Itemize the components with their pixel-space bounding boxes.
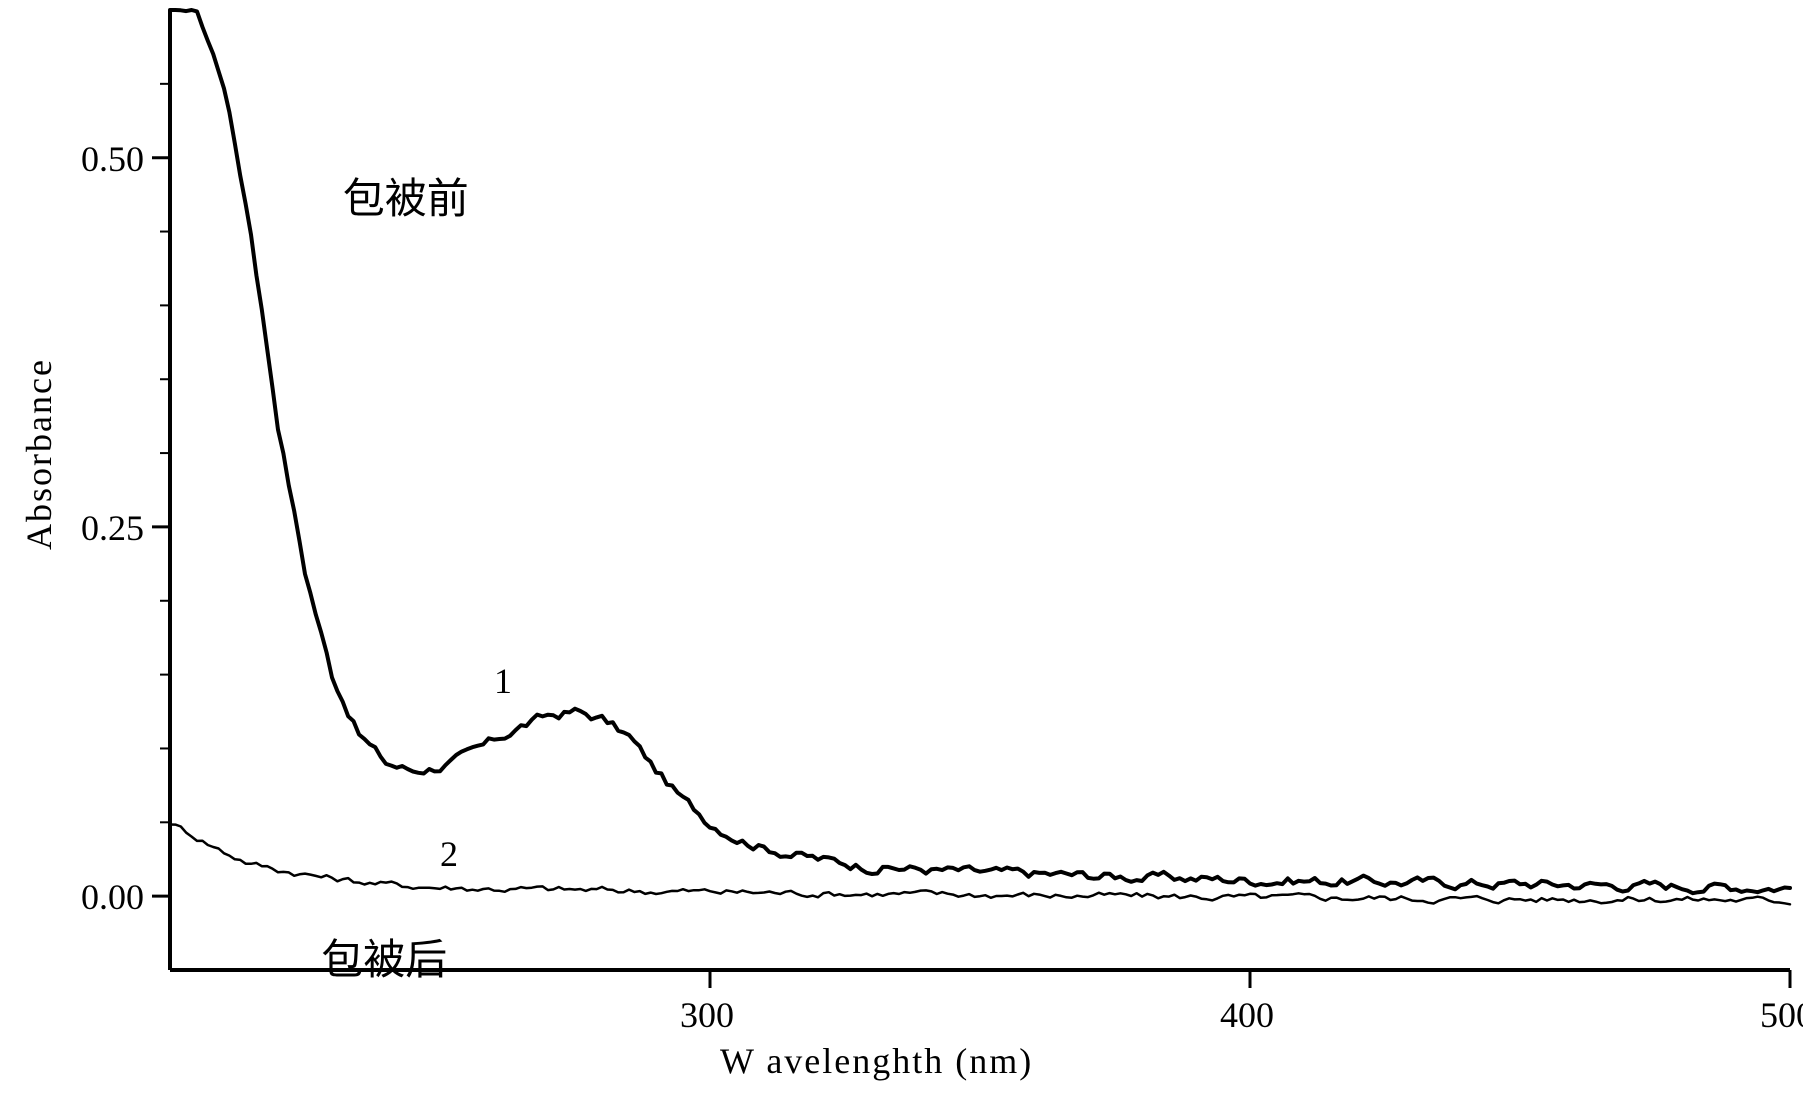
x-axis-label: W avelenghth (nm) [720, 1040, 1033, 1082]
x-tick-label: 500 [1760, 994, 1803, 1036]
y-tick-label: 0.50 [81, 138, 144, 180]
annotation-label_before: 包被前 [343, 165, 469, 226]
y-tick-label: 0.00 [81, 876, 144, 918]
annotation-num1: 1 [494, 660, 512, 702]
y-axis-label: Absorbance [18, 358, 60, 550]
chart-svg [0, 0, 1803, 1106]
x-tick-label: 400 [1220, 994, 1274, 1036]
x-tick-label: 300 [680, 994, 734, 1036]
annotation-num2: 2 [440, 833, 458, 875]
annotation-label_after: 包被后 [321, 926, 447, 987]
series-1-line [170, 10, 1790, 893]
chart-container: Absorbance W avelenghth (nm) 0.00 0.25 0.5… [0, 0, 1803, 1106]
y-tick-label: 0.25 [81, 507, 144, 549]
series-2-line [170, 825, 1790, 905]
